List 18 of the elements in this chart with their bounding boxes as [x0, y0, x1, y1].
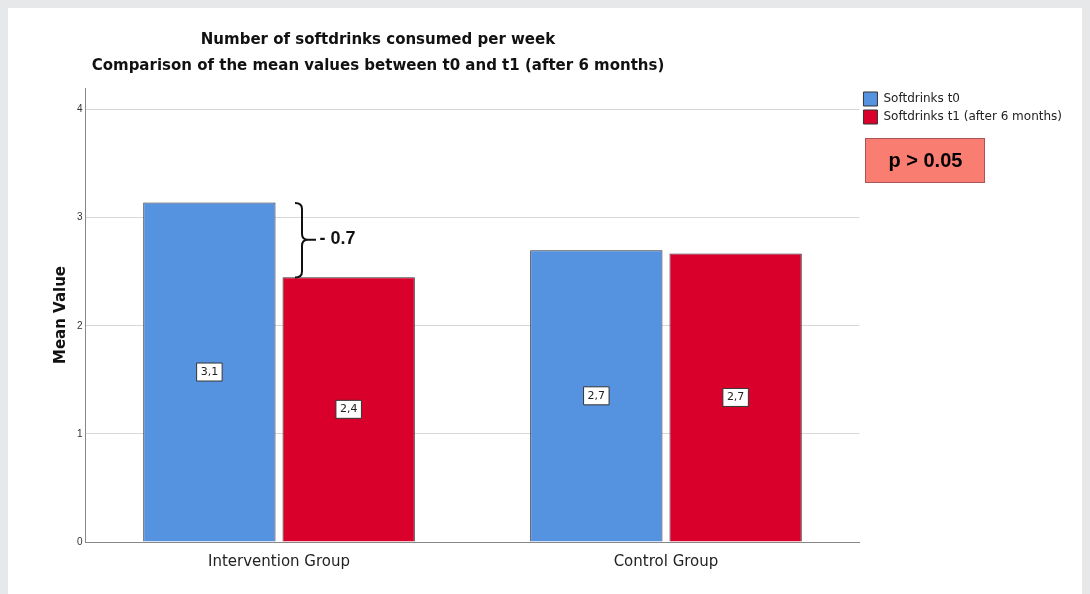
chart-title: Number of softdrinks consumed per week — [200, 30, 556, 48]
data-label: 2,4 — [339, 402, 358, 416]
y-tick-label: 3 — [77, 211, 83, 223]
data-label: 3,1 — [200, 364, 219, 378]
text: p > 0.05 — [865, 138, 986, 183]
data-label: 2,7 — [726, 390, 745, 404]
data-label: 2,7 — [587, 388, 606, 402]
x-tick-label: Control Group — [613, 551, 719, 570]
y-axis-title: Mean Value — [50, 265, 69, 365]
annotation: - 0.7 — [319, 228, 356, 249]
chart-subtitle: Comparison of the mean values between t0 and t1 (after 6 months) — [91, 56, 665, 74]
legend-label: Softdrinks t0 — [883, 91, 960, 106]
y-tick-label: 1 — [77, 427, 83, 439]
y-tick-label: 2 — [77, 319, 83, 331]
y-tick-label: 4 — [77, 103, 83, 115]
x-tick-label: Intervention Group — [208, 551, 351, 570]
y-tick-label: 0 — [77, 535, 83, 547]
legend-label: Softdrinks t1 (after 6 months) — [883, 109, 1063, 124]
